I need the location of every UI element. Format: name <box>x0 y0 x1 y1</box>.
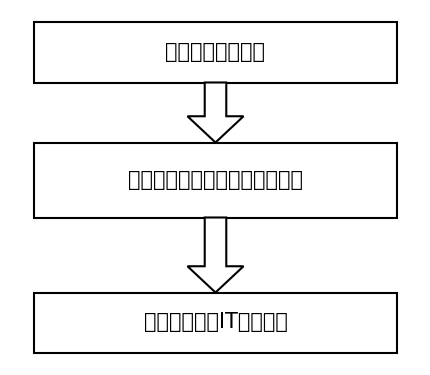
Polygon shape <box>187 82 243 142</box>
Bar <box>34 292 396 352</box>
Bar <box>34 22 396 82</box>
Polygon shape <box>187 217 243 292</box>
Bar <box>34 142 396 218</box>
Text: 数据中心机房制冷情况仿真分析: 数据中心机房制冷情况仿真分析 <box>128 170 302 190</box>
Text: 调整数据中心IT设备部署: 调整数据中心IT设备部署 <box>143 312 287 333</box>
Text: 数据中心机房建模: 数据中心机房建模 <box>165 42 265 63</box>
